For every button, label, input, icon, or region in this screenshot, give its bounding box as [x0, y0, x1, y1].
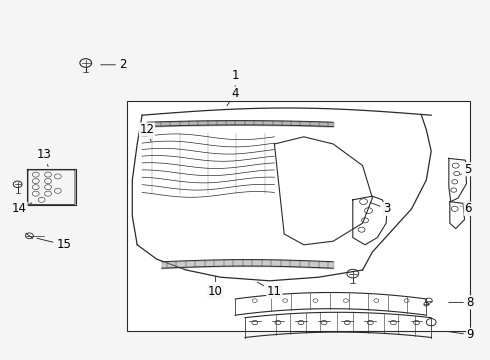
Text: 9: 9: [449, 328, 474, 341]
Bar: [127, 101, 470, 331]
Text: 1: 1: [231, 69, 239, 98]
Text: 6: 6: [461, 202, 472, 215]
Text: 4: 4: [227, 87, 239, 106]
Text: 11: 11: [257, 282, 282, 298]
Text: 8: 8: [449, 296, 474, 309]
Text: 15: 15: [37, 238, 71, 251]
Text: 13: 13: [37, 148, 51, 167]
Text: 14: 14: [12, 202, 32, 215]
Text: 5: 5: [461, 163, 472, 176]
Text: 3: 3: [370, 202, 391, 215]
Text: 12: 12: [140, 123, 154, 141]
Text: 10: 10: [208, 276, 223, 298]
Text: 2: 2: [101, 58, 126, 71]
